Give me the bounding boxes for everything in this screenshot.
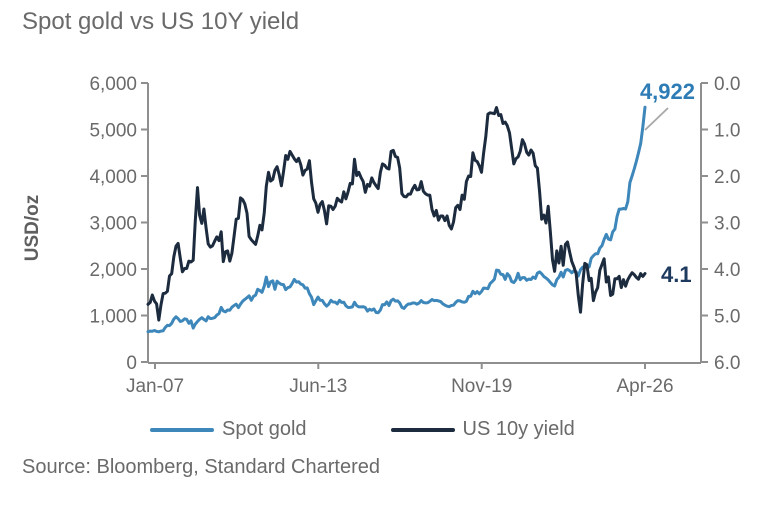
us-10y-yield-line-swatch: [390, 427, 455, 432]
left-tick-label: 0: [126, 353, 137, 374]
legend-item-us-10y-yield: US 10y yield: [390, 418, 575, 441]
axes: [147, 83, 702, 364]
right-tick-label: 3.0: [714, 214, 740, 235]
left-tick-label: 1,000: [89, 307, 137, 328]
left-axis-ticks: 6,000 5,000 4,000 3,000 2,000 1,000 0: [89, 74, 148, 374]
right-tick-label: 1.0: [714, 121, 740, 142]
us-10y-yield-legend-label: US 10y yield: [462, 418, 575, 440]
spot-gold-legend-label: Spot gold: [222, 418, 307, 440]
left-tick-label: 4,000: [89, 167, 137, 188]
y-axis-title: USD/oz: [22, 195, 43, 262]
x-tick-label: Apr-26: [616, 376, 673, 397]
left-tick-label: 6,000: [89, 74, 137, 95]
gold-annotation-leader-line: [644, 107, 669, 131]
x-tick-label: Nov-19: [451, 376, 512, 397]
right-tick-label: 5.0: [714, 307, 740, 328]
x-tick-label: Jan-07: [126, 376, 184, 397]
right-tick-label: 6.0: [714, 353, 740, 374]
x-axis-ticks: Jan-07 Jun-13 Nov-19 Apr-26: [126, 363, 674, 397]
us-10y-yield-line: [146, 106, 647, 322]
right-tick-label: 2.0: [714, 167, 740, 188]
spot-gold-line: [146, 105, 647, 334]
left-tick-label: 5,000: [89, 121, 137, 142]
spot-gold-line-swatch: [150, 427, 214, 432]
gold-annotation-label: 4,922: [640, 79, 695, 104]
chart-legend: Spot gold US 10y yield: [150, 418, 575, 441]
source-text: Source: Bloomberg, Standard Chartered: [22, 456, 380, 478]
right-axis-ticks: 0.0 1.0 2.0 3.0 4.0 5.0 6.0: [701, 74, 740, 374]
left-tick-label: 2,000: [89, 260, 137, 281]
legend-item-spot-gold: Spot gold: [150, 418, 307, 441]
chart-title: Spot gold vs US 10Y yield: [22, 8, 300, 35]
right-tick-label: 0.0: [714, 74, 740, 95]
annotations: 4,922 4.1: [640, 79, 695, 287]
yield-annotation-label: 4.1: [661, 262, 692, 287]
left-tick-label: 3,000: [89, 214, 137, 235]
x-tick-label: Jun-13: [289, 376, 347, 397]
right-tick-label: 4.0: [714, 260, 740, 281]
